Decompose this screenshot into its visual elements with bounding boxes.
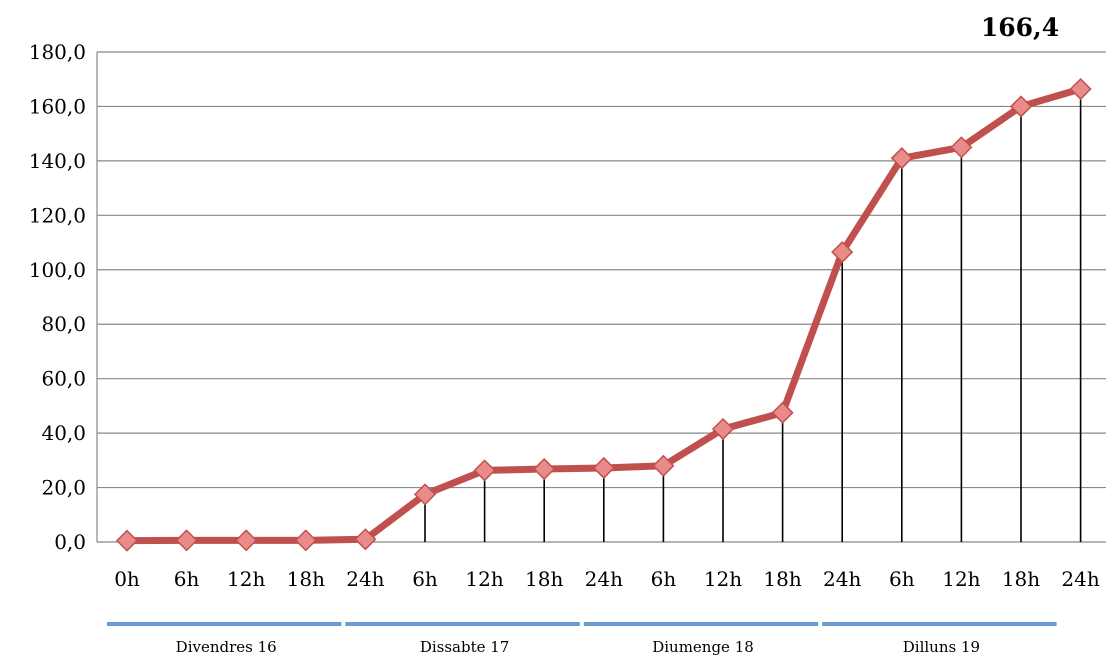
data-point — [473, 459, 496, 482]
y-tick-label: 20,0 — [41, 476, 86, 500]
x-tick-label: 18h — [1002, 567, 1040, 591]
x-tick-label: 6h — [412, 567, 438, 591]
data-point — [175, 529, 198, 552]
data-point — [771, 401, 794, 424]
x-tick-label: 24h — [585, 567, 623, 591]
data-markers — [115, 77, 1092, 552]
x-axis-ticks: 0h 6h 12h 18h 24h 6h 12h 18h 24h 6h 12h 18h 24h 6h 12h… — [114, 567, 1100, 591]
data-point — [294, 529, 317, 552]
day-group-label: Dilluns 19 — [903, 638, 980, 656]
day-group-bar — [107, 622, 342, 626]
data-point — [413, 483, 437, 506]
data-point — [115, 529, 139, 552]
y-tick-label: 100,0 — [29, 258, 86, 282]
data-point — [831, 241, 854, 264]
x-tick-label: 18h — [763, 567, 801, 591]
y-tick-label: 140,0 — [29, 149, 86, 173]
data-point — [890, 147, 913, 170]
y-axis: 0,0 20,0 40,0 60,0 80,0 100,0 120,0 140,0 160,0 1… — [29, 40, 98, 554]
x-tick-label: 0h — [114, 567, 140, 591]
x-tick-label: 6h — [174, 567, 200, 591]
drop-lines — [126, 89, 1082, 542]
y-tick-label: 60,0 — [41, 367, 86, 391]
x-tick-label: 6h — [651, 567, 677, 591]
last-value-callout: 166,4 — [981, 13, 1059, 42]
x-tick-label: 12h — [704, 567, 742, 591]
day-group-bar — [583, 622, 819, 626]
data-point — [235, 529, 258, 552]
x-tick-label: 18h — [287, 567, 325, 591]
x-tick-label: 12h — [227, 567, 265, 591]
x-tick-label: 6h — [889, 567, 915, 591]
y-tick-label: 80,0 — [41, 312, 86, 336]
x-tick-label: 12h — [942, 567, 980, 591]
day-group-bar — [345, 622, 580, 626]
data-point — [1069, 77, 1092, 101]
day-group-bar — [822, 622, 1057, 626]
y-tick-label: 40,0 — [41, 421, 86, 445]
x-tick-label: 24h — [346, 567, 384, 591]
x-tick-label: 24h — [823, 567, 861, 591]
data-point — [592, 456, 615, 480]
data-point — [950, 136, 973, 159]
data-point — [1009, 95, 1033, 118]
day-group-label: Dissabte 17 — [420, 638, 510, 656]
y-tick-label: 160,0 — [29, 94, 86, 118]
y-tick-label: 0,0 — [54, 530, 86, 554]
data-point — [652, 454, 675, 477]
x-tick-label: 12h — [465, 567, 503, 591]
data-point — [354, 528, 377, 551]
y-tick-label: 180,0 — [29, 40, 86, 64]
gridlines — [97, 51, 1106, 543]
y-tick-label: 120,0 — [29, 203, 86, 227]
x-tick-label: 18h — [525, 567, 563, 591]
day-groups: Divendres 16 Dissabte 17 Diumenge 18 Dillun… — [107, 622, 1057, 656]
day-group-label: Diumenge 18 — [652, 638, 754, 656]
day-group-label: Divendres 16 — [176, 638, 277, 656]
data-point — [533, 457, 556, 481]
x-tick-label: 24h — [1061, 567, 1099, 591]
data-point — [711, 417, 735, 441]
